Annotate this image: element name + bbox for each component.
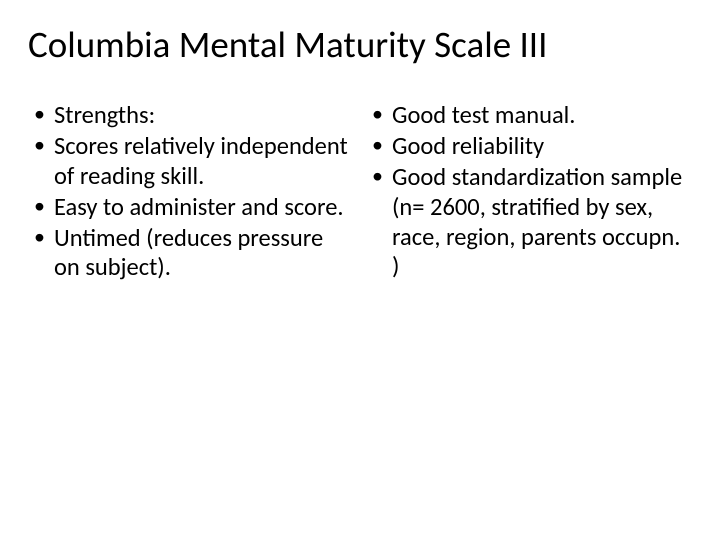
slide: Columbia Mental Maturity Scale III Stren… [0,0,720,540]
list-item: Strengths: [28,101,354,131]
list-item: Untimed (reduces pressure on subject). [28,224,354,284]
content-columns: Strengths: Scores relatively independent… [28,101,692,284]
list-item: Scores relatively independent of reading… [28,132,354,192]
left-column: Strengths: Scores relatively independent… [28,101,354,284]
right-column: Good test manual. Good reliability Good … [366,101,692,284]
slide-title: Columbia Mental Maturity Scale III [28,22,692,67]
list-item: Easy to administer and score. [28,193,354,223]
right-list: Good test manual. Good reliability Good … [366,101,692,282]
list-item: Good reliability [366,132,692,162]
left-list: Strengths: Scores relatively independent… [28,101,354,283]
list-item: Good test manual. [366,101,692,131]
list-item: Good standardization sample (n= 2600, st… [366,163,692,283]
